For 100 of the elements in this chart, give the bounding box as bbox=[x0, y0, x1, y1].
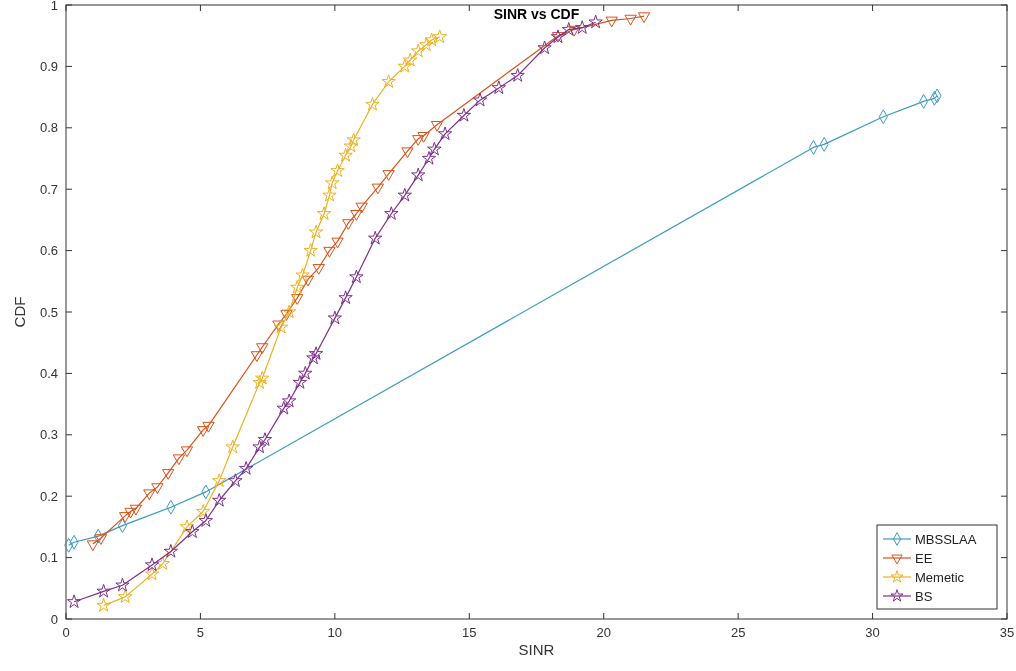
x-tick-label: 5 bbox=[196, 625, 205, 640]
y-tick-label: 0.8 bbox=[39, 120, 58, 136]
x-axis-title: SINR bbox=[518, 641, 555, 658]
x-tick-label: 25 bbox=[730, 625, 746, 640]
point bbox=[151, 483, 164, 494]
point bbox=[397, 187, 412, 202]
point bbox=[225, 439, 240, 454]
point bbox=[143, 489, 156, 501]
point bbox=[401, 147, 414, 159]
point bbox=[316, 206, 332, 220]
point bbox=[331, 237, 344, 249]
point bbox=[417, 132, 430, 143]
point bbox=[327, 310, 343, 325]
point bbox=[212, 493, 227, 507]
point bbox=[312, 264, 325, 275]
point bbox=[355, 202, 368, 214]
point bbox=[412, 135, 425, 146]
point bbox=[561, 22, 576, 36]
legend-label: EE bbox=[915, 551, 933, 566]
point bbox=[411, 167, 426, 182]
point bbox=[295, 267, 310, 282]
y-tick-label: 0.3 bbox=[39, 427, 58, 443]
point bbox=[252, 439, 267, 454]
legend-label: BS bbox=[915, 589, 933, 604]
point bbox=[212, 473, 227, 488]
point bbox=[575, 20, 590, 34]
point bbox=[291, 294, 304, 305]
point bbox=[330, 163, 345, 177]
point bbox=[94, 534, 108, 545]
point bbox=[371, 183, 385, 195]
point bbox=[96, 583, 111, 598]
point bbox=[637, 12, 651, 24]
point bbox=[66, 594, 82, 608]
chart-title: SINR vs CDF bbox=[493, 6, 580, 22]
y-tick-label: 0.9 bbox=[39, 58, 58, 74]
point bbox=[250, 351, 264, 362]
point bbox=[537, 40, 552, 55]
point bbox=[96, 597, 111, 612]
point bbox=[179, 519, 195, 534]
point bbox=[119, 512, 132, 523]
x-tick-label: 30 bbox=[865, 625, 880, 640]
point bbox=[430, 120, 444, 132]
point bbox=[303, 243, 318, 257]
point bbox=[273, 319, 289, 334]
point bbox=[491, 80, 507, 95]
y-tick-label: 0.7 bbox=[39, 181, 58, 197]
legend-label: MBSSLAA bbox=[915, 532, 977, 547]
point bbox=[290, 279, 305, 294]
y-tick-label: 0.5 bbox=[39, 304, 58, 320]
point bbox=[308, 346, 324, 360]
x-tick-label: 15 bbox=[462, 625, 477, 640]
point bbox=[155, 556, 170, 570]
point bbox=[338, 290, 353, 305]
y-tick-label: 1 bbox=[50, 0, 58, 13]
point bbox=[346, 132, 361, 147]
point bbox=[568, 25, 581, 37]
x-tick-label: 10 bbox=[327, 625, 343, 640]
point bbox=[281, 304, 297, 319]
point bbox=[280, 310, 293, 321]
point bbox=[349, 269, 364, 284]
point bbox=[238, 461, 254, 475]
point bbox=[384, 206, 399, 220]
point bbox=[381, 74, 396, 88]
point bbox=[196, 426, 210, 437]
point bbox=[195, 504, 211, 518]
point bbox=[605, 16, 618, 28]
point bbox=[162, 469, 175, 480]
point bbox=[144, 557, 160, 572]
point bbox=[129, 504, 143, 516]
point bbox=[421, 151, 437, 165]
point bbox=[338, 147, 353, 162]
point bbox=[117, 589, 133, 604]
point bbox=[323, 246, 336, 258]
point bbox=[198, 513, 213, 527]
point bbox=[382, 170, 395, 181]
point bbox=[255, 370, 270, 385]
point bbox=[402, 52, 418, 67]
point bbox=[86, 540, 100, 552]
point bbox=[437, 126, 453, 141]
point bbox=[228, 473, 243, 488]
point bbox=[342, 219, 355, 230]
x-tick-label: 35 bbox=[999, 625, 1015, 640]
point bbox=[306, 350, 321, 365]
point bbox=[624, 14, 637, 26]
point bbox=[252, 375, 267, 389]
point bbox=[185, 524, 200, 538]
y-axis-title: CDF bbox=[11, 296, 28, 328]
y-tick-label: 0.2 bbox=[39, 488, 58, 504]
point bbox=[325, 175, 340, 190]
y-tick-label: 0.4 bbox=[39, 365, 58, 381]
point bbox=[397, 58, 412, 73]
point bbox=[144, 566, 160, 581]
point bbox=[365, 96, 380, 111]
point bbox=[124, 507, 137, 519]
point bbox=[256, 343, 269, 354]
point bbox=[588, 14, 603, 29]
point bbox=[411, 43, 426, 58]
point bbox=[163, 543, 179, 558]
point bbox=[298, 365, 313, 380]
point bbox=[172, 454, 186, 466]
